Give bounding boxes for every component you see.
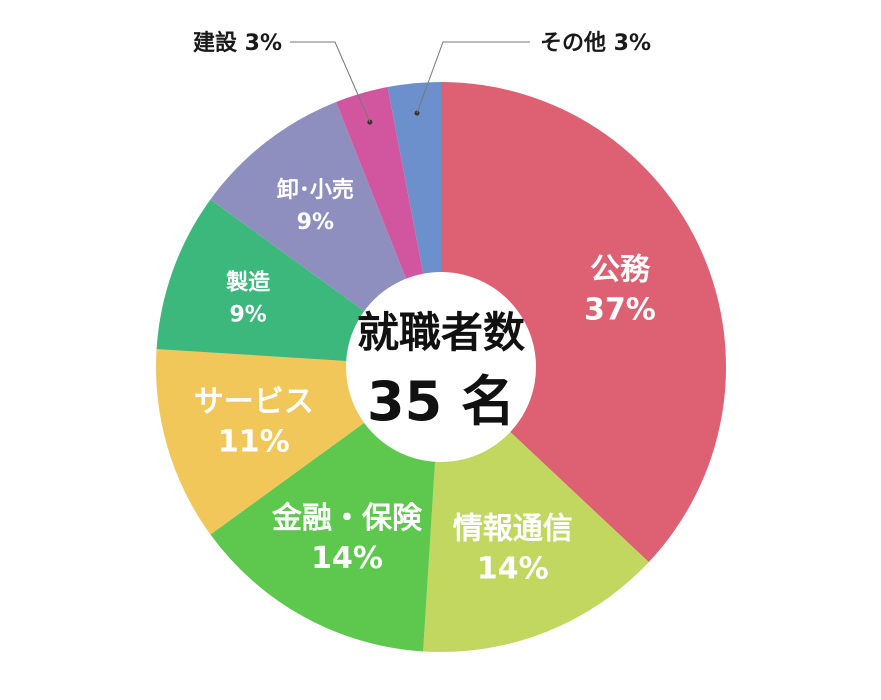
donut-hole (346, 272, 536, 462)
slice-label-3: サービス (194, 384, 314, 419)
center-total: 35 名 (367, 370, 515, 433)
slice-label-2: 金融・保険 (271, 501, 423, 536)
outer-label-6: 建設 3% (193, 30, 282, 56)
slice-label-1: 情報通信 (453, 511, 573, 546)
center-title: 就職者数 (357, 308, 525, 357)
outer-label-7: その他 3% (540, 31, 651, 56)
slice-value-1: 14% (477, 551, 549, 586)
leader-line-6 (290, 41, 371, 123)
slice-value-4: 9% (229, 303, 266, 328)
slice-value-2: 14% (311, 541, 383, 576)
labels-group: 公務 37% 情報通信 14% 金融・保険 14% サービス 11% 製造 9% 卸･小売 9% 建設 … (193, 30, 656, 586)
slice-label-4: 製造 (225, 270, 270, 296)
leader-line-7 (416, 41, 530, 114)
slice-value-0: 37% (584, 293, 656, 328)
slice-label-5: 卸･小売 (277, 177, 354, 203)
slice-value-3: 11% (218, 424, 290, 459)
slice-label-0: 公務 (590, 253, 651, 288)
pie-slice-0 (441, 82, 726, 563)
slice-value-5: 9% (297, 210, 334, 235)
